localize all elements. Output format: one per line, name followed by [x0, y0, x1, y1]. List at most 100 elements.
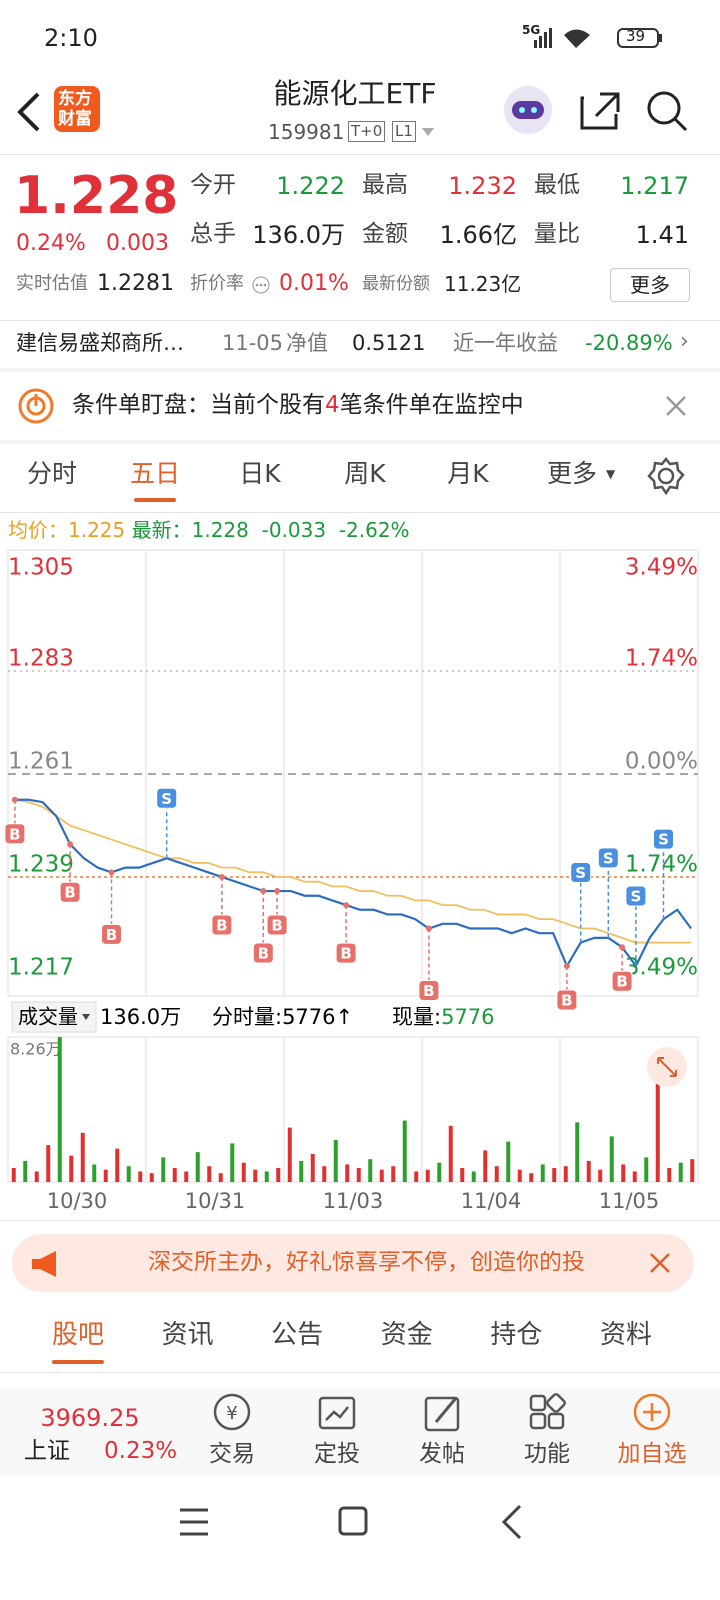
- volume-bar: [299, 1160, 304, 1182]
- volume-bar: [80, 1132, 85, 1182]
- volume-bar: [126, 1166, 131, 1182]
- divider: [0, 512, 720, 513]
- y-tick-label: 1.305: [8, 555, 74, 581]
- tab[interactable]: 五日: [129, 459, 181, 488]
- tab-underline: [52, 1360, 104, 1364]
- volume-total: 136.0万: [100, 1005, 181, 1029]
- marker-label: B: [616, 973, 627, 991]
- tab[interactable]: 月K: [447, 459, 489, 488]
- dropdown: [82, 1014, 90, 1020]
- nav-icons: ¥: [213, 1393, 671, 1432]
- close-button[interactable]: [664, 394, 688, 418]
- chevron: ›: [680, 329, 689, 354]
- info-icon[interactable]: [252, 276, 272, 296]
- pct-label: 1.74%: [625, 646, 698, 672]
- trade-marker: [653, 828, 674, 850]
- section-tab[interactable]: 公告: [271, 1320, 324, 1350]
- volume-selector: [11, 1001, 97, 1033]
- change: 0.003: [106, 231, 169, 256]
- volume-bar: [563, 1166, 568, 1182]
- volume-bar: [575, 1122, 580, 1182]
- nav-item[interactable]: 交易: [209, 1441, 255, 1467]
- index-value[interactable]: 3969.25: [40, 1404, 140, 1432]
- volume-bar: [92, 1164, 97, 1182]
- banner-text: 深交所主办，好礼惊喜享不停，创造你的投: [148, 1251, 585, 1274]
- latest-value: 1.228: [191, 518, 249, 542]
- alert-text[interactable]: 条件单盯盘：当前个股有4笔条件单在监控中: [72, 394, 524, 417]
- marker-dot: [343, 902, 350, 909]
- nav-item[interactable]: 发帖: [419, 1441, 465, 1467]
- y-tick-label: 1.217: [8, 955, 74, 981]
- volume-bar: [218, 1173, 223, 1182]
- volume-bar: [34, 1171, 39, 1182]
- more-button[interactable]: 更多: [610, 268, 690, 302]
- fund-name[interactable]: 建信易盛郑商所…: [16, 331, 184, 355]
- marker-label: B: [216, 917, 227, 935]
- avg-label: 均价：: [8, 518, 68, 542]
- divider: [0, 320, 720, 321]
- plot-frame: [7, 549, 699, 997]
- field-value: 1.66亿: [439, 221, 517, 249]
- volume-bar: [460, 1167, 465, 1182]
- tag: T+0: [348, 121, 386, 142]
- trade-marker: [59, 881, 81, 903]
- system-nav[interactable]: [0, 1490, 720, 1560]
- volume-bar: [207, 1166, 212, 1182]
- trade-marker: [252, 942, 274, 964]
- nav-item[interactable]: 加自选: [617, 1441, 687, 1467]
- volume-bar: [23, 1160, 28, 1182]
- marker-label: S: [658, 831, 669, 849]
- trade-marker: [266, 914, 288, 936]
- label: 净值: [286, 331, 328, 355]
- volume-bar: [448, 1125, 453, 1182]
- x-tick-label: 10/31: [185, 1189, 246, 1213]
- volume-bar: [529, 1173, 534, 1182]
- bottom-bar: [0, 1388, 720, 1476]
- pct-label: 1.74%: [625, 852, 698, 878]
- section-tab[interactable]: 股吧: [51, 1320, 105, 1350]
- marker-label: S: [603, 849, 614, 867]
- volume-bar: [184, 1171, 189, 1182]
- volume-bar: [333, 1139, 338, 1182]
- nav-item[interactable]: 定投: [314, 1441, 360, 1467]
- divider: [0, 1220, 720, 1221]
- svg-text:¥: ¥: [226, 1403, 237, 1424]
- section-tab[interactable]: 持仓: [490, 1320, 543, 1350]
- dropdown[interactable]: [420, 126, 436, 138]
- header-icons[interactable]: [500, 84, 700, 136]
- volume-bar: [540, 1164, 545, 1182]
- trade-marker: [570, 862, 592, 884]
- marker-label: B: [258, 945, 269, 963]
- price: 1.228: [14, 166, 179, 226]
- trade-marker: [597, 847, 619, 869]
- logo[interactable]: 东方 财富: [54, 86, 100, 132]
- label: 实时估值: [16, 273, 88, 294]
- tab[interactable]: 日K: [239, 459, 281, 488]
- nav-item[interactable]: 功能: [524, 1441, 570, 1467]
- field-label: 金额: [362, 221, 408, 247]
- section-tab[interactable]: 资金: [380, 1320, 433, 1350]
- tab[interactable]: 分时: [26, 459, 78, 488]
- field-label: 最低: [534, 172, 580, 198]
- volume-bar: [230, 1143, 235, 1182]
- dropdown[interactable]: ▼: [606, 467, 616, 481]
- x-tick-label: 11/03: [323, 1189, 384, 1213]
- volume-bar: [402, 1120, 407, 1182]
- volume-label: 成交量: [18, 1005, 78, 1029]
- volume-bar: [517, 1169, 522, 1182]
- volume-bar: [644, 1157, 649, 1182]
- banner[interactable]: 深交所主办，好礼惊喜享不停，创造你的投: [12, 1234, 694, 1292]
- close-button[interactable]: [648, 1251, 672, 1275]
- settings[interactable]: [646, 456, 686, 496]
- latest-change-pct: -2.62%: [338, 518, 410, 542]
- volume-bar: [667, 1167, 672, 1182]
- section-tab[interactable]: 资料: [599, 1320, 653, 1350]
- tab[interactable]: 更多: [546, 459, 598, 488]
- trade-marker: [611, 970, 633, 992]
- back-button[interactable]: [14, 92, 44, 132]
- tab[interactable]: 周K: [344, 459, 386, 488]
- section-tab[interactable]: 资讯: [161, 1320, 214, 1350]
- fund-return: -20.89%: [585, 331, 673, 355]
- x-tick-label: 10/30: [47, 1189, 108, 1213]
- tick-volume: 分时量:5776↑: [212, 1005, 353, 1029]
